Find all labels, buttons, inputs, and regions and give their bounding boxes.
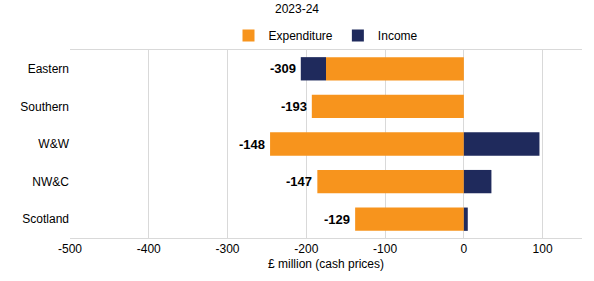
svg-text:0: 0 [461,242,468,256]
svg-text:-400: -400 [137,242,161,256]
svg-text:-100: -100 [373,242,397,256]
svg-text:-148: -148 [239,137,265,152]
svg-text:2023-24: 2023-24 [275,2,319,16]
svg-text:Income: Income [378,29,418,43]
svg-text:-147: -147 [286,174,312,189]
svg-text:Southern: Southern [20,100,69,114]
svg-text:Scotland: Scotland [22,212,69,226]
svg-text:-193: -193 [281,99,307,114]
svg-text:W&W: W&W [38,137,69,151]
svg-text:-300: -300 [216,242,240,256]
svg-text:-309: -309 [270,61,296,76]
svg-text:NW&C: NW&C [32,175,69,189]
svg-text:-200: -200 [294,242,318,256]
svg-text:Eastern: Eastern [28,62,69,76]
svg-text:Expenditure: Expenditure [269,29,333,43]
svg-text:-500: -500 [58,242,82,256]
svg-text:£ million (cash prices): £ million (cash prices) [268,257,384,271]
svg-text:-129: -129 [324,212,350,227]
svg-text:100: 100 [533,242,553,256]
